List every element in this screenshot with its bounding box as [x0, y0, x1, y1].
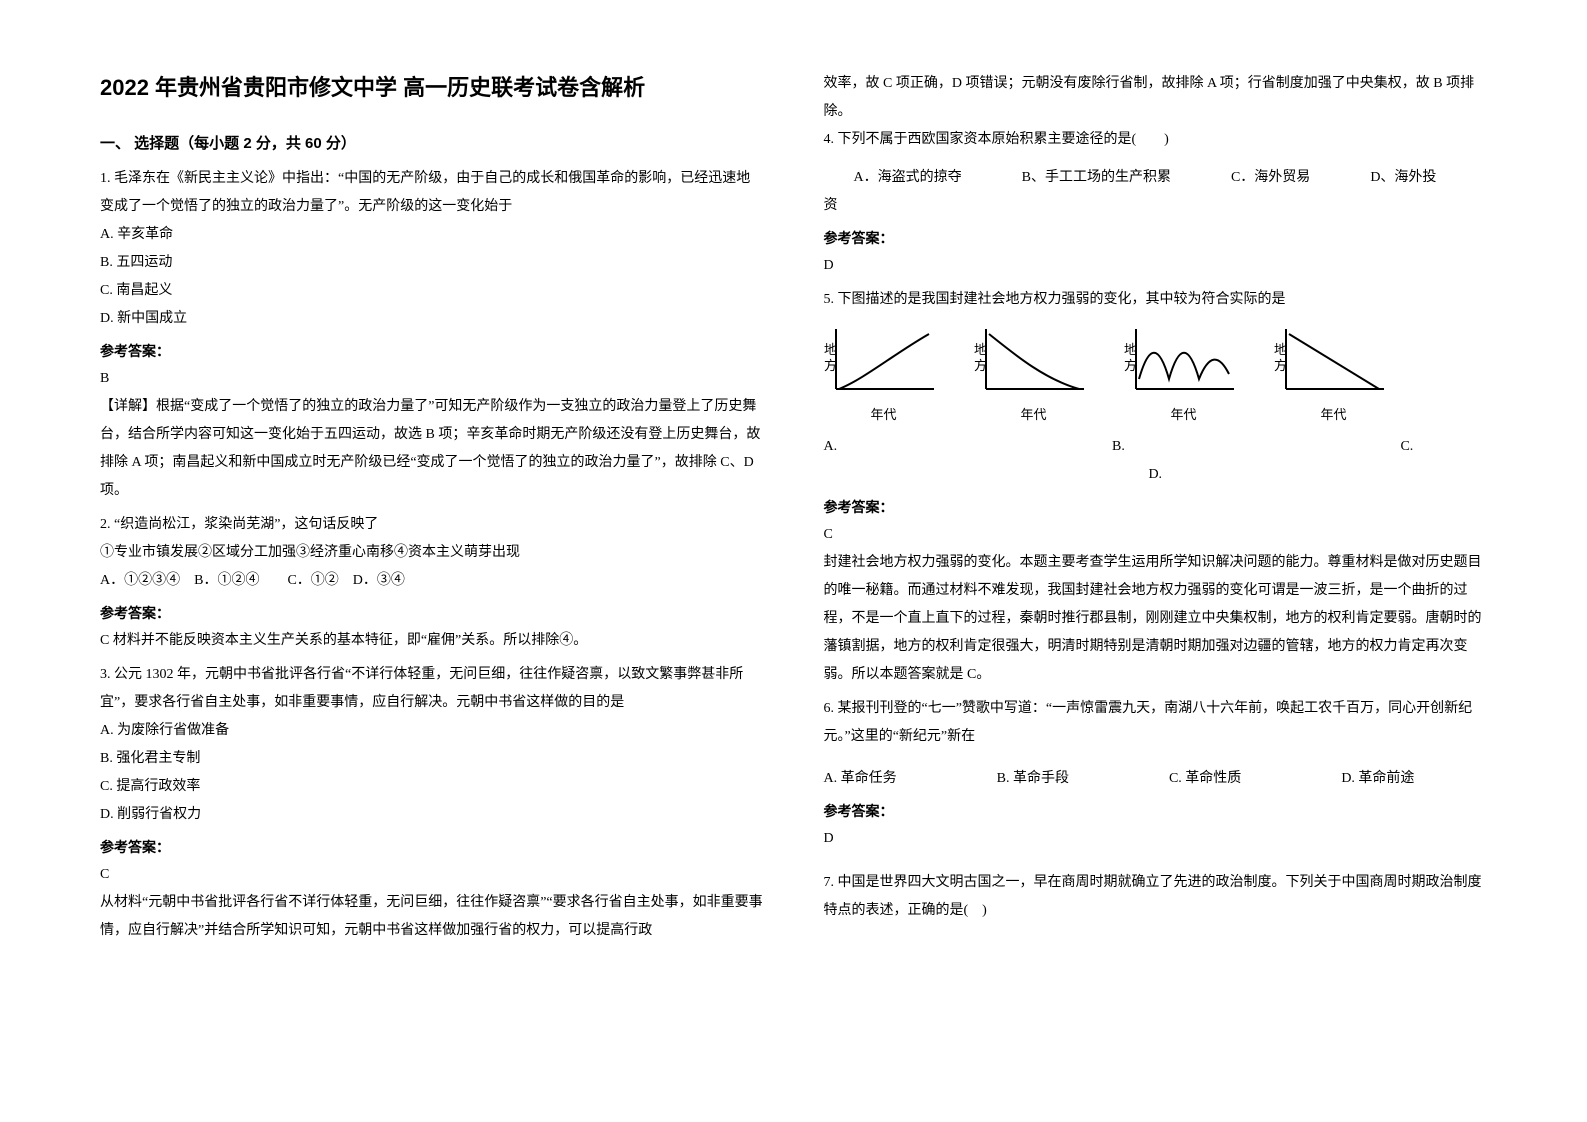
q5-opt-row2: D. — [824, 461, 1488, 489]
q1-stem: 1. 毛泽东在《新民主主义论》中指出：“中国的无产阶级，由于自己的成长和俄国革命… — [100, 165, 764, 221]
q5-chart-c: 地 方 年代 — [1124, 324, 1244, 423]
q2-line2: ①专业市镇发展②区域分工加强③经济重心南移④资本主义萌芽出现 — [100, 539, 764, 567]
section-1-header: 一、 选择题（每小题 2 分，共 60 分） — [100, 132, 764, 153]
q1-opt-c: C. 南昌起义 — [100, 277, 764, 305]
chart-d-line — [1289, 334, 1379, 389]
q4-opt-a: A．海盗式的掠夺 — [854, 164, 962, 192]
question-4: 4. 下列不属于西欧国家资本原始积累主要途径的是( ) A．海盗式的掠夺 B、手… — [824, 126, 1488, 280]
chart-d-xlabel: 年代 — [1320, 404, 1346, 423]
question-7: 7. 中国是世界四大文明古国之一，早在商周时期就确立了先进的政治制度。下列关于中… — [824, 869, 1488, 925]
q1-explain: 【详解】根据“变成了一个觉悟了的独立的政治力量了”可知无产阶级作为一支独立的政治… — [100, 393, 764, 505]
chart-a-line — [839, 334, 929, 389]
q2-stem: 2. “织造尚松江，浆染尚芜湖”，这句话反映了 — [100, 511, 764, 539]
q6-opt-c: C. 革命性质 — [1169, 765, 1241, 793]
exam-page: 2022 年贵州省贵阳市修文中学 高一历史联考试卷含解析 一、 选择题（每小题 … — [0, 0, 1587, 1122]
q5-chart-b: 地 方 年代 — [974, 324, 1094, 423]
question-1: 1. 毛泽东在《新民主主义论》中指出：“中国的无产阶级，由于自己的成长和俄国革命… — [100, 165, 764, 505]
q7-stem: 7. 中国是世界四大文明古国之一，早在商周时期就确立了先进的政治制度。下列关于中… — [824, 869, 1488, 925]
q4-opt-c: C．海外贸易 — [1231, 164, 1310, 192]
chart-b-line — [989, 334, 1079, 389]
q4-opt-b: B、手工工场的生产积累 — [1022, 164, 1171, 192]
q3-answer-label: 参考答案： — [100, 837, 764, 857]
q3-answer-letter: C — [100, 861, 764, 889]
q5-chart-a: 地 方 年代 — [824, 324, 944, 423]
q4-tail: 资 — [824, 192, 1488, 220]
q3-opt-b: B. 强化君主专制 — [100, 745, 764, 773]
q5-opt-b: B. — [1112, 433, 1400, 461]
question-6: 6. 某报刊刊登的“七一”赞歌中写道：“一声惊雷震九天，南湖八十六年前，唤起工农… — [824, 695, 1488, 853]
q3-explain-part2: 效率，故 C 项正确，D 项错误；元朝没有废除行省制，故排除 A 项；行省制度加… — [824, 70, 1488, 126]
q4-stem: 4. 下列不属于西欧国家资本原始积累主要途径的是( ) — [824, 126, 1488, 154]
q5-answer-label: 参考答案： — [824, 497, 1488, 517]
chart-a-xlabel: 年代 — [870, 404, 896, 423]
q1-answer-letter: B — [100, 365, 764, 393]
q6-opt-d: D. 革命前途 — [1341, 765, 1414, 793]
q6-answer-letter: D — [824, 825, 1488, 853]
left-column: 2022 年贵州省贵阳市修文中学 高一历史联考试卷含解析 一、 选择题（每小题 … — [100, 70, 764, 1082]
q4-answer-letter: D — [824, 252, 1488, 280]
q5-stem: 5. 下图描述的是我国封建社会地方权力强弱的变化，其中较为符合实际的是 — [824, 286, 1488, 314]
q6-opt-b: B. 革命手段 — [997, 765, 1069, 793]
exam-title: 2022 年贵州省贵阳市修文中学 高一历史联考试卷含解析 — [100, 70, 764, 102]
q5-opt-c: C. — [1400, 433, 1487, 461]
q5-opt-d: D. — [1148, 461, 1162, 489]
q3-opt-d: D. 削弱行省权力 — [100, 801, 764, 829]
question-3: 3. 公元 1302 年，元朝中书省批评各行省“不详行体轻重，无问巨细，往往作疑… — [100, 661, 764, 945]
q4-opt-d: D、海外投 — [1370, 164, 1436, 192]
chart-c-xlabel: 年代 — [1170, 404, 1196, 423]
q3-opt-a: A. 为废除行省做准备 — [100, 717, 764, 745]
q6-opt-a: A. 革命任务 — [824, 765, 897, 793]
q3-stem: 3. 公元 1302 年，元朝中书省批评各行省“不详行体轻重，无问巨细，往往作疑… — [100, 661, 764, 717]
q2-opts: A．①②③④ B．①②④ C．①② D．③④ — [100, 567, 764, 595]
q1-answer-label: 参考答案： — [100, 341, 764, 361]
q1-opt-b: B. 五四运动 — [100, 249, 764, 277]
q5-opt-a: A. — [824, 433, 1112, 461]
q3-explain-part1: 从材料“元朝中书省批评各行省不详行体轻重，无问巨细，往往作疑咨禀”“要求各行省自… — [100, 889, 764, 945]
chart-c-line — [1139, 353, 1229, 379]
q4-answer-label: 参考答案： — [824, 228, 1488, 248]
q5-chart-d: 地 方 年代 — [1274, 324, 1394, 423]
q5-explain: 封建社会地方权力强弱的变化。本题主要考查学生运用所学知识解决问题的能力。尊重材料… — [824, 549, 1488, 689]
question-5: 5. 下图描述的是我国封建社会地方权力强弱的变化，其中较为符合实际的是 地 方 … — [824, 286, 1488, 689]
q1-opt-d: D. 新中国成立 — [100, 305, 764, 333]
q1-opt-a: A. 辛亥革命 — [100, 221, 764, 249]
question-2: 2. “织造尚松江，浆染尚芜湖”，这句话反映了 ①专业市镇发展②区域分工加强③经… — [100, 511, 764, 655]
right-column: 效率，故 C 项正确，D 项错误；元朝没有废除行省制，故排除 A 项；行省制度加… — [824, 70, 1488, 1082]
chart-b-xlabel: 年代 — [1020, 404, 1046, 423]
q5-answer-letter: C — [824, 521, 1488, 549]
q5-opt-row1: A. B. C. — [824, 433, 1488, 461]
q6-stem: 6. 某报刊刊登的“七一”赞歌中写道：“一声惊雷震九天，南湖八十六年前，唤起工农… — [824, 695, 1488, 751]
q2-answer-label: 参考答案： — [100, 603, 764, 623]
q6-answer-label: 参考答案： — [824, 801, 1488, 821]
q3-opt-c: C. 提高行政效率 — [100, 773, 764, 801]
q2-answer: C 材料并不能反映资本主义生产关系的基本特征，即“雇佣”关系。所以排除④。 — [100, 627, 764, 655]
q5-chart-row: 地 方 年代 地 方 年代 — [824, 324, 1488, 423]
